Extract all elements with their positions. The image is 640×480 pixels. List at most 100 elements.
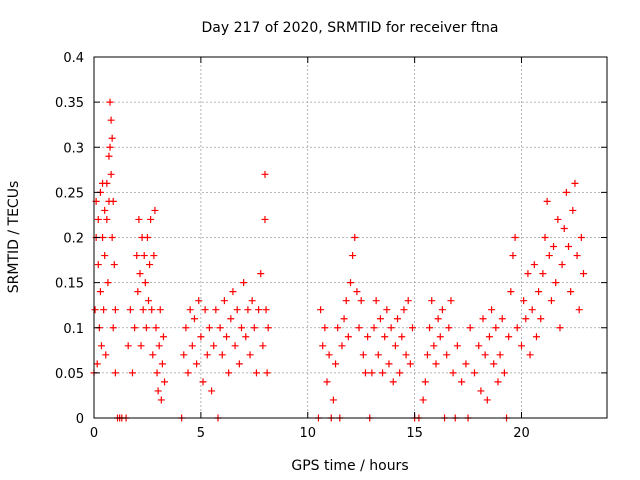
data-point: [136, 270, 144, 278]
data-point: [157, 396, 165, 404]
data-point: [522, 315, 530, 323]
data-point: [406, 360, 414, 368]
data-point: [385, 360, 393, 368]
data-point: [227, 315, 235, 323]
data-point: [400, 306, 408, 314]
data-point: [470, 369, 478, 377]
data-point: [539, 270, 547, 278]
data-point: [147, 215, 155, 223]
y-tick-label: 0.4: [63, 51, 84, 66]
data-point: [231, 342, 239, 350]
data-point: [391, 342, 399, 350]
data-point: [233, 306, 241, 314]
data-point: [526, 351, 534, 359]
data-point: [579, 270, 587, 278]
data-point: [139, 306, 147, 314]
data-point: [558, 261, 566, 269]
data-point: [182, 324, 190, 332]
data-point: [142, 324, 150, 332]
data-point: [145, 297, 153, 305]
data-point: [223, 333, 231, 341]
data-point: [436, 333, 444, 341]
data-point: [334, 324, 342, 332]
y-tick-label: 0.35: [55, 96, 84, 111]
data-point: [449, 369, 457, 377]
data-point: [203, 351, 211, 359]
data-point: [432, 360, 440, 368]
data-point: [355, 324, 363, 332]
x-axis-label: GPS time / hours: [291, 458, 408, 474]
data-point: [152, 324, 160, 332]
data-point: [109, 324, 117, 332]
data-point: [235, 360, 243, 368]
data-point: [91, 306, 99, 314]
data-point: [453, 342, 461, 350]
data-point: [547, 297, 555, 305]
data-point: [110, 261, 118, 269]
data-point: [426, 324, 434, 332]
data-point: [104, 279, 112, 287]
data-point: [140, 252, 148, 260]
data-point: [317, 306, 325, 314]
data-point: [496, 351, 504, 359]
data-point: [554, 215, 562, 223]
data-point: [199, 378, 207, 386]
data-point: [524, 270, 532, 278]
y-tick-label: 0.25: [55, 186, 84, 201]
data-point: [108, 234, 116, 241]
data-point: [560, 224, 568, 232]
data-point: [340, 315, 348, 323]
data-point: [190, 315, 198, 323]
data-point: [421, 378, 429, 386]
data-point: [370, 324, 378, 332]
data-point: [252, 369, 260, 377]
data-point: [193, 360, 201, 368]
y-tick-label: 0.3: [63, 141, 84, 156]
data-point: [398, 333, 406, 341]
data-point: [255, 306, 263, 314]
data-point: [387, 324, 395, 332]
data-point: [156, 306, 164, 314]
data-point: [430, 342, 438, 350]
data-point: [498, 315, 506, 323]
data-point: [349, 252, 357, 260]
data-point: [153, 369, 161, 377]
y-tick-label: 0.05: [55, 367, 84, 382]
data-point: [248, 297, 256, 305]
data-point: [575, 306, 583, 314]
data-point: [262, 306, 270, 314]
data-point: [111, 369, 119, 377]
data-point: [325, 351, 333, 359]
data-point: [545, 252, 553, 260]
data-point: [532, 333, 540, 341]
data-point: [188, 342, 196, 350]
data-point: [466, 324, 474, 332]
data-point: [107, 170, 115, 178]
data-point: [520, 297, 528, 305]
data-point: [535, 288, 543, 296]
data-point: [237, 324, 245, 332]
data-point: [146, 261, 154, 269]
data-point: [106, 143, 114, 151]
data-point: [332, 360, 340, 368]
data-point: [210, 342, 218, 350]
data-point: [494, 378, 502, 386]
data-point: [492, 324, 500, 332]
data-point: [246, 351, 254, 359]
data-point: [353, 288, 361, 296]
data-point: [99, 234, 107, 241]
data-point: [261, 215, 269, 223]
data-point: [107, 116, 115, 124]
data-point: [394, 315, 402, 323]
data-point: [197, 333, 205, 341]
data-point: [159, 333, 167, 341]
data-point: [137, 342, 145, 350]
data-point: [562, 188, 570, 196]
data-point: [507, 288, 515, 296]
data-point: [541, 234, 549, 241]
data-point: [389, 378, 397, 386]
x-tick-label: 15: [406, 426, 423, 441]
y-tick-label: 0.1: [63, 322, 84, 337]
y-tick-labels: 0 0.05 0.1 0.15 0.2 0.25 0.3 0.35 0.4: [55, 51, 84, 427]
data-point: [264, 324, 272, 332]
